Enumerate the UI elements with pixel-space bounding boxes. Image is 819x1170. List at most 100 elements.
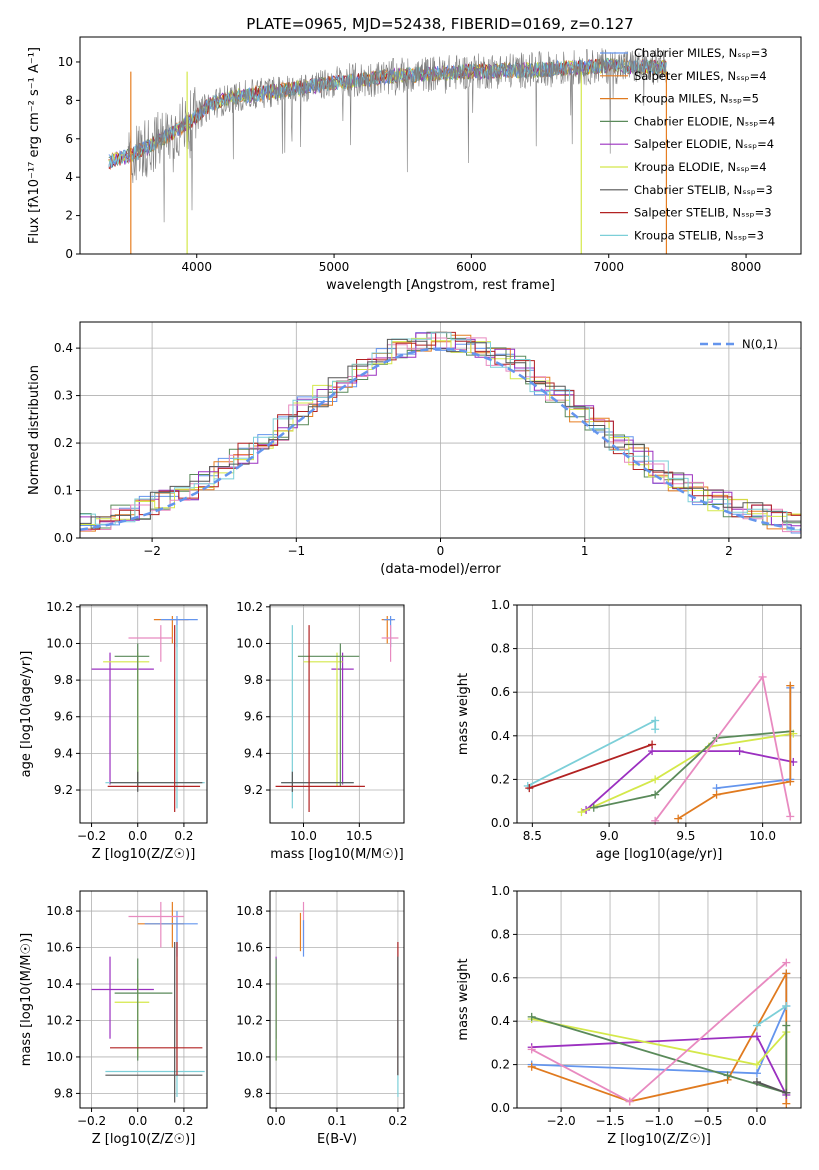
x-axis-label: (data-model)/error [380,562,501,577]
plot-area [91,615,205,813]
x-tick-label: 2 [725,544,733,558]
x-tick-label: 0.0 [267,1114,286,1128]
x-tick-label: 9.5 [676,829,695,843]
figure-title: PLATE=0965, MJD=52438, FIBERID=0169, z=0… [246,15,633,33]
weight-line [585,750,794,811]
plot-area [275,901,399,1098]
y-tick-label: 1.0 [491,884,510,898]
y-tick-label: 10 [58,55,73,69]
y-tick-label: 0.0 [491,816,510,830]
y-tick-label: 9.8 [54,673,73,687]
x-tick-label: −1 [287,544,305,558]
x-tick-label: 8.5 [523,829,542,843]
y-tick-label: 9.6 [244,710,263,724]
y-axis-label: Flux [fλ10⁻¹⁷ erg cm⁻² s⁻¹ A⁻¹] [27,47,42,244]
y-tick-label: 0.8 [491,642,510,656]
x-tick-label: 5000 [319,260,350,274]
y-axis-label: age [log10(age/yr)] [19,651,34,778]
histogram-step [80,337,801,525]
y-tick-label: 0.8 [491,927,510,941]
x-tick-label: 0.2 [174,1114,193,1128]
y-tick-label: 4 [65,170,73,184]
x-axis-label: E(B-V) [317,1132,357,1147]
x-tick-label: 0 [437,544,445,558]
x-tick-label: −0.2 [77,829,106,843]
y-tick-label: 9.2 [54,783,73,797]
y-tick-label: 0 [65,247,73,261]
panel-age_vs_mass: 10.0 10.5 9.2 9.4 9.6 9.8 10.0 10.2 mass [log10(… [236,600,405,862]
y-tick-label: 9.6 [54,710,73,724]
y-tick-label: 10.2 [236,600,263,614]
x-tick-label: −0.2 [77,1114,106,1128]
weight-line [593,730,791,809]
y-tick-label: 0.1 [54,484,73,498]
y-tick-label: 10.0 [236,636,263,650]
y-tick-label: 9.8 [54,1086,73,1100]
weight-line [756,1005,787,1027]
x-tick-label: 10.5 [346,829,373,843]
panel-weight_vs_Z: −2.0 −1.5 −1.0 −0.5 0.0 0.0 0.2 0.4 0.6 0.8 1.0 Z [… [456,884,802,1147]
legend-label: Kroupa ELODIE, Nₛₛₚ=4 [634,160,767,174]
y-tick-label: 9.4 [244,746,263,760]
histogram-step [80,334,801,532]
y-axis-label: mass weight [456,958,471,1040]
y-tick-label: 10.2 [46,600,73,614]
x-tick-label: 4000 [181,260,212,274]
x-tick-label: −2.0 [546,1114,575,1128]
y-tick-label: 9.8 [244,1086,263,1100]
x-axis-label: Z [log10(Z/Z☉)] [92,1132,196,1147]
weight-line [756,1081,787,1094]
x-tick-label: 9.0 [600,829,619,843]
plot-area [275,615,399,813]
x-axis-label: wavelength [Angstrom, rest frame] [326,278,555,293]
x-tick-label: 6000 [456,260,487,274]
x-tick-label: 0.2 [174,829,193,843]
axes-frame [269,604,405,824]
y-tick-label: 0.0 [54,531,73,545]
x-tick-label: 0.0 [747,1114,766,1128]
legend-label: Chabrier MILES, Nₛₛₚ=3 [634,46,768,60]
panel-residuals: −2 −1 0 1 2 0.0 0.1 0.2 0.3 0.4 (data-model)/error… [27,321,802,577]
legend-label: Salpeter STELIB, Nₛₛₚ=3 [634,206,772,220]
histogram-step [80,337,801,533]
y-axis-label: Normed distribution [27,365,42,495]
y-tick-label: 0.6 [491,685,510,699]
weight-line [716,687,792,789]
y-tick-label: 10.6 [46,941,73,955]
y-tick-label: 10.2 [236,1013,263,1027]
y-tick-label: 10.6 [236,941,263,955]
plot-area [527,958,791,1108]
y-tick-label: 6 [65,132,73,146]
y-tick-label: 8 [65,93,73,107]
legend-label: Salpeter MILES, Nₛₛₚ=4 [634,69,767,83]
y-tick-label: 1.0 [491,598,510,612]
y-tick-label: 0.4 [54,341,73,355]
x-axis-label: Z [log10(Z/Z☉)] [607,1132,711,1147]
axes-frame [516,604,802,824]
x-axis-label: age [log10(age/yr)] [596,847,723,862]
weight-line [581,732,794,813]
spectrum-data-line [127,48,667,223]
panel-mass_vs_Z: −0.2 0.0 0.2 9.8 10.0 10.2 10.4 10.6 10.8 Z [log1… [19,890,208,1147]
y-tick-label: 10.8 [46,904,73,918]
y-tick-label: 0.2 [491,1058,510,1072]
y-tick-label: 10.4 [46,977,73,991]
histogram-step [80,332,801,527]
weight-line [654,674,792,822]
histogram-step [80,332,801,531]
weight-line [677,685,792,820]
plot-area [108,48,668,254]
y-tick-label: 0.2 [491,772,510,786]
x-tick-label: 0.0 [128,1114,147,1128]
legend-label: N(0,1) [742,337,778,351]
x-tick-label: 10.0 [749,829,776,843]
y-axis-label: mass weight [456,673,471,755]
normal-curve [79,347,802,531]
y-tick-label: 9.8 [244,673,263,687]
legend-label: Salpeter ELODIE, Nₛₛₚ=4 [634,137,774,151]
y-tick-label: 2 [65,209,73,223]
x-tick-label: 7000 [593,260,624,274]
y-tick-label: 0.3 [54,389,73,403]
y-tick-label: 10.2 [46,1013,73,1027]
